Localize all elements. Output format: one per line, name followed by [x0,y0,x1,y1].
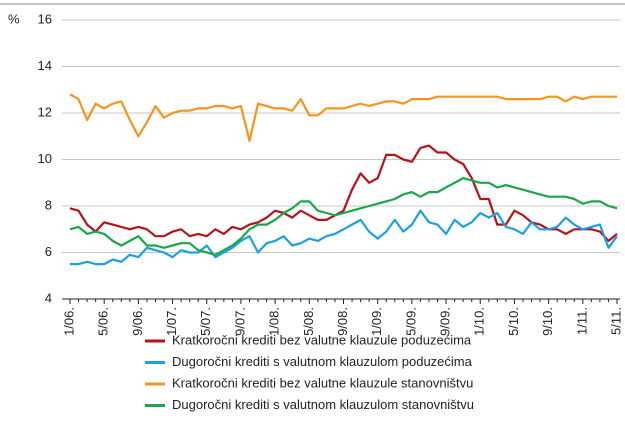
x-tick-label: 5/10. [506,307,521,336]
series-line [69,177,618,256]
x-tick-label: 1/08. [267,307,282,336]
series-line [70,209,618,266]
x-tick-label: 1/11. [574,307,589,335]
x-tick-label: 1/07. [164,307,179,336]
y-tick-label: 6 [45,244,52,259]
y-tick-label: 4 [45,290,52,305]
x-tick-label: 1/06. [61,307,76,336]
x-tick-label: 5/06. [96,307,111,336]
x-tick-label: 9/10. [540,307,555,336]
series-line [69,144,618,242]
x-tick-label: 5/11. [608,307,623,335]
x-tick-label: 1/10. [472,307,487,336]
legend-label: Dugoročni krediti s valutnom klauzulom p… [172,354,473,369]
x-tick-label: 9/08. [335,307,350,336]
y-tick-label: 8 [45,197,52,212]
y-tick-label: 14 [38,58,52,73]
x-tick-label: 9/07. [232,307,247,336]
x-tick-label: 1/09. [369,307,384,336]
series-line [69,93,617,142]
y-tick-label: 16 [38,11,52,26]
x-tick-label: 9/09. [438,307,453,336]
legend-label: Kratkoročni krediti bez valutne klauzule… [172,332,472,347]
y-tick-label: 12 [38,104,52,119]
y-axis-label: % [8,11,20,26]
x-tick-label: 9/06. [130,307,145,336]
legend-label: Dugoročni krediti s valutnom klauzulom s… [172,397,474,412]
x-tick-label: 5/08. [301,307,316,336]
y-tick-label: 10 [38,151,52,166]
x-tick-label: 5/09. [403,307,418,336]
x-tick-label: 5/07. [198,307,213,336]
legend-label: Kratkoročni krediti bez valutne klauzule… [172,375,473,390]
